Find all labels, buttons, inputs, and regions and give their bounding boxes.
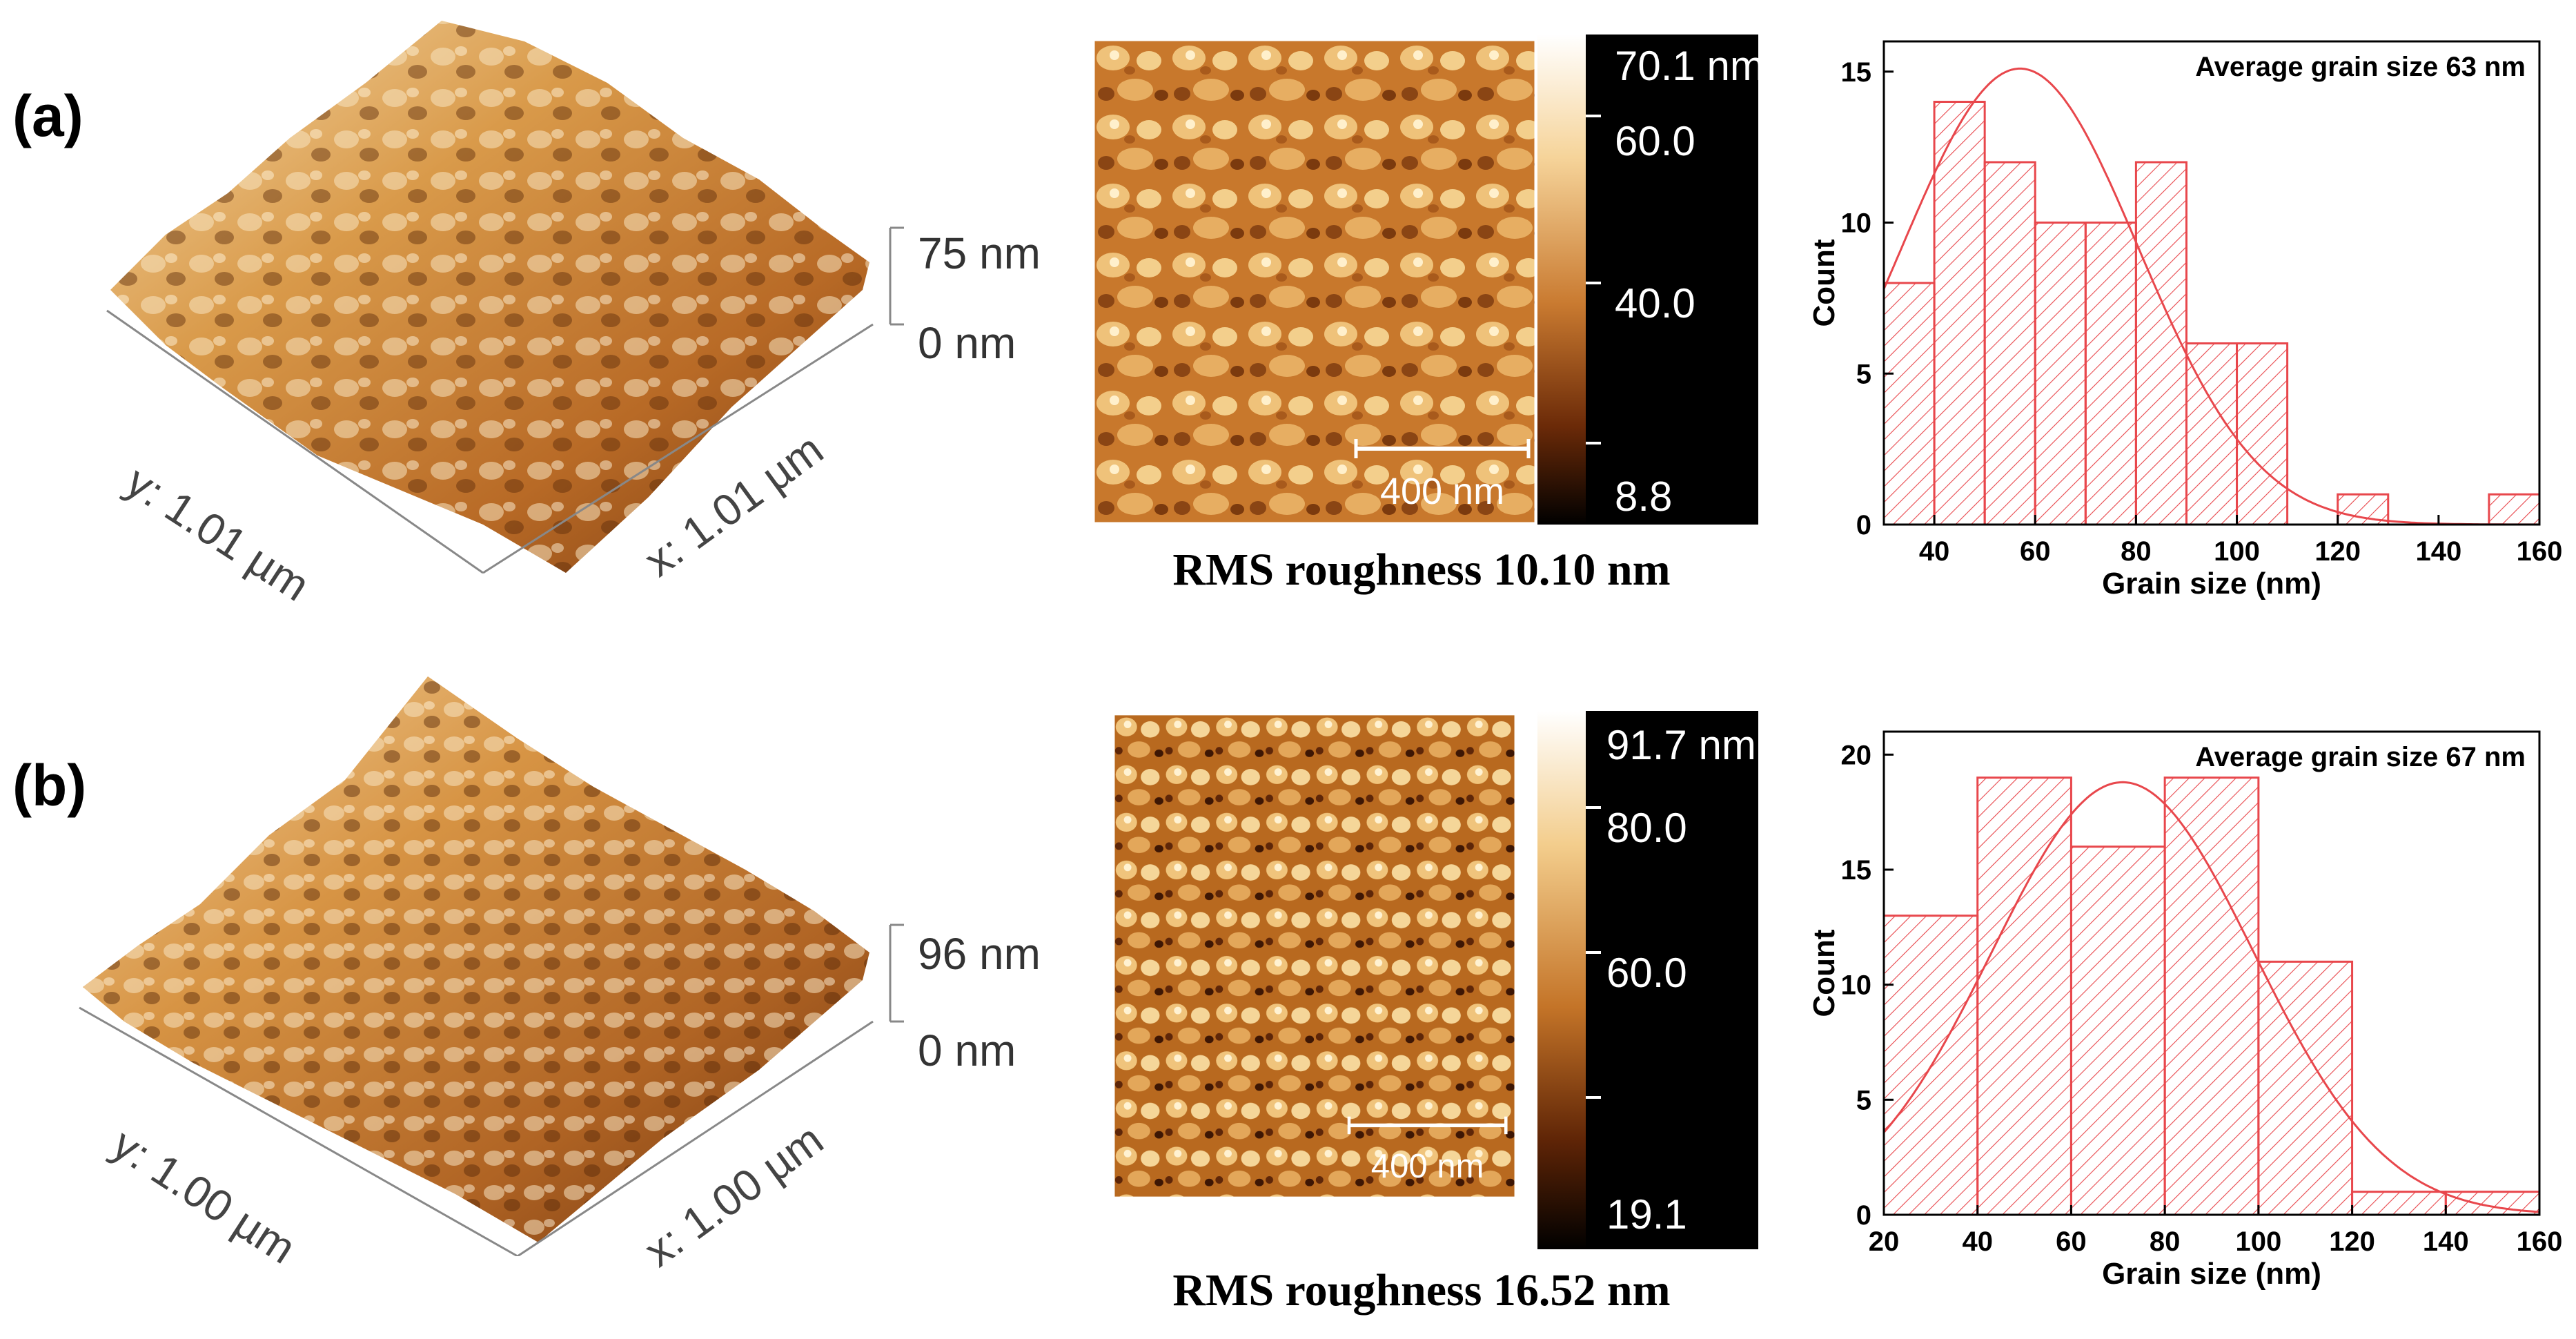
x-axis-title: Grain size (nm)	[2102, 567, 2321, 600]
panel-label-a: (a)	[12, 84, 83, 148]
y-tick-label: 20	[1841, 740, 1872, 770]
x-tick-label: 160	[2517, 536, 2563, 567]
z-bottom-label-a: 0 nm	[918, 318, 1016, 368]
hist-bar	[1933, 101, 1986, 526]
hist-bar	[2084, 222, 2137, 526]
hist-bar	[1983, 161, 2036, 526]
x-tick-label: 40	[1962, 1226, 1993, 1257]
colorbar-a: 70.1 nm 60.0 40.0 8.8	[1537, 35, 1764, 525]
x-tick-label: 60	[2056, 1226, 2087, 1257]
plot-frame	[1882, 730, 2541, 1216]
colorbar-max-b: 91.7 nm	[1606, 722, 1756, 768]
hist-bar	[1976, 776, 2072, 1216]
z-bottom-label-b: 0 nm	[918, 1026, 1016, 1075]
x-tick-label: 100	[2235, 1226, 2281, 1257]
panel-label-b: (b)	[12, 753, 87, 818]
hist-bar	[2351, 1191, 2447, 1216]
x-tick-label: 140	[2423, 1226, 2469, 1257]
hist-bar	[2257, 960, 2354, 1216]
hist-bar	[2069, 846, 2166, 1216]
rms-caption-a: RMS roughness 10.10 nm	[1172, 545, 1671, 595]
y-axis-title: Count	[1807, 929, 1841, 1017]
z-top-label-a: 75 nm	[918, 228, 1041, 278]
x-tick-label: 20	[1869, 1226, 1900, 1257]
colorbar-b: 91.7 nm 80.0 60.0 19.1	[1537, 711, 1758, 1249]
x-tick-label: 80	[2150, 1226, 2181, 1257]
y-tick-label: 5	[1856, 359, 1871, 389]
colorbar-tick-a-2: 40.0	[1615, 280, 1695, 326]
histogram-a: 40 60 80 100 120 140 160 0 5 10 15 Grain size (nm) C…	[1807, 40, 2563, 600]
colorbar-min-a: 8.8	[1615, 473, 1672, 520]
x-tick-label: 140	[2415, 536, 2461, 567]
histogram-b: 20 40 60 80 100 120 140 160 0 5 10 15 20 Grain size (…	[1807, 730, 2563, 1291]
y-tick-label: 5	[1856, 1085, 1871, 1115]
y-tick-label: 10	[1841, 970, 1872, 1001]
colorbar-tick-b-2: 60.0	[1606, 950, 1687, 996]
rms-caption-b: RMS roughness 16.52 nm	[1172, 1265, 1671, 1316]
y-tick-label: 15	[1841, 855, 1872, 886]
x-axis-title: Grain size (nm)	[2102, 1257, 2321, 1291]
colorbar-max-a: 70.1 nm	[1615, 43, 1764, 89]
y-tick-label: 15	[1841, 57, 1872, 88]
y-tick-label: 10	[1841, 208, 1872, 239]
z-top-label-b: 96 nm	[918, 929, 1041, 979]
hist-bar	[2034, 222, 2087, 526]
afm-3d-surface-a	[106, 21, 904, 574]
scale-bar-label-a: 400 nm	[1380, 471, 1504, 512]
colorbar-tick-a-1: 60.0	[1615, 118, 1695, 164]
plot-frame	[1882, 40, 2541, 526]
hist-bar	[2163, 776, 2260, 1216]
x-tick-label: 160	[2517, 1226, 2563, 1257]
afm-3d-surface-b	[79, 676, 904, 1256]
x-tick-label: 120	[2329, 1226, 2375, 1257]
hist-bar	[2236, 342, 2289, 526]
fit-curve	[1882, 67, 2540, 526]
colorbar-tick-b-1: 80.0	[1606, 805, 1687, 851]
x-tick-label: 120	[2314, 536, 2361, 567]
chart-title: Average grain size 63 nm	[2195, 52, 2526, 82]
x-tick-label: 100	[2214, 536, 2260, 567]
hist-bar	[1882, 282, 1936, 526]
x-tick-label: 40	[1919, 536, 1950, 567]
scale-bar-label-b: 400 nm	[1371, 1148, 1484, 1185]
hist-bar	[2134, 161, 2187, 526]
x-tick-label: 60	[2020, 536, 2051, 567]
afm-height-map-a: 400 nm	[1094, 40, 1535, 523]
y-axis-title: Count	[1807, 239, 1841, 326]
fit-curve	[1882, 781, 2540, 1213]
afm-height-map-b: 400 nm	[1112, 714, 1517, 1198]
y-tick-label: 0	[1856, 510, 1871, 540]
y-tick-label: 0	[1856, 1200, 1871, 1231]
hist-bar	[2488, 493, 2541, 526]
chart-title: Average grain size 67 nm	[2195, 742, 2526, 772]
colorbar-min-b: 19.1	[1606, 1191, 1687, 1238]
x-tick-label: 80	[2121, 536, 2152, 567]
